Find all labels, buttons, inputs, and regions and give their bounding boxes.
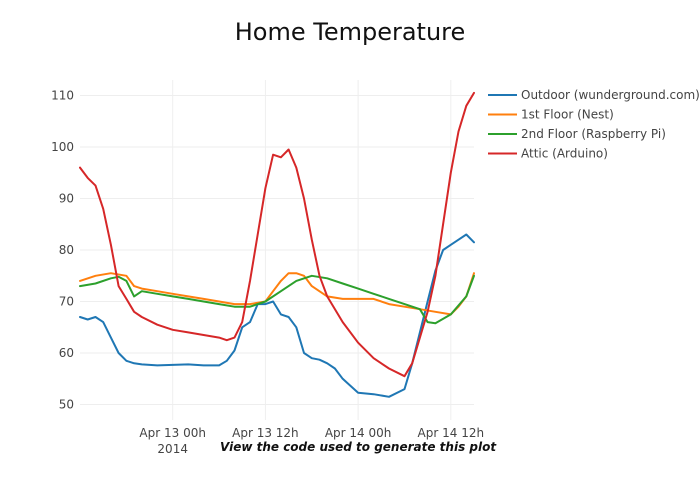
- series-line[interactable]: [79, 274, 475, 325]
- x-axis: Apr 13 00h 2014 Apr 13 12h Apr 14 00h Apr 14…: [139, 426, 484, 456]
- code-link-annotation[interactable]: View the code used to generate this plot: [220, 440, 497, 454]
- series-line[interactable]: [79, 233, 475, 398]
- y-tick-label: 90: [59, 191, 74, 205]
- plot-area[interactable]: [79, 91, 475, 398]
- y-tick-label: 60: [59, 346, 74, 360]
- x-tick-sublabel: 2014: [157, 442, 188, 456]
- legend-label[interactable]: 1st Floor (Nest): [521, 108, 614, 122]
- x-tick-label: Apr 13 00h: [139, 426, 206, 440]
- y-tick-label: 100: [51, 140, 74, 154]
- legend-label[interactable]: Attic (Arduino): [521, 147, 608, 161]
- legend[interactable]: Outdoor (wunderground.com) 1st Floor (Nes…: [488, 88, 700, 161]
- legend-label[interactable]: Outdoor (wunderground.com): [521, 88, 700, 102]
- series-line[interactable]: [79, 91, 475, 378]
- chart-title: Home Temperature: [235, 18, 466, 46]
- y-tick-label: 70: [59, 295, 74, 309]
- y-axis: 50 60 70 80 90 100 110: [51, 88, 74, 411]
- x-tick-label: Apr 13 12h: [232, 426, 299, 440]
- grid: [80, 80, 474, 420]
- x-tick-label: Apr 14 00h: [325, 426, 392, 440]
- x-tick-label: Apr 14 12h: [418, 426, 485, 440]
- y-tick-label: 110: [51, 88, 74, 102]
- y-tick-label: 50: [59, 398, 74, 412]
- y-tick-label: 80: [59, 243, 74, 257]
- legend-label[interactable]: 2nd Floor (Raspberry Pi): [521, 127, 666, 141]
